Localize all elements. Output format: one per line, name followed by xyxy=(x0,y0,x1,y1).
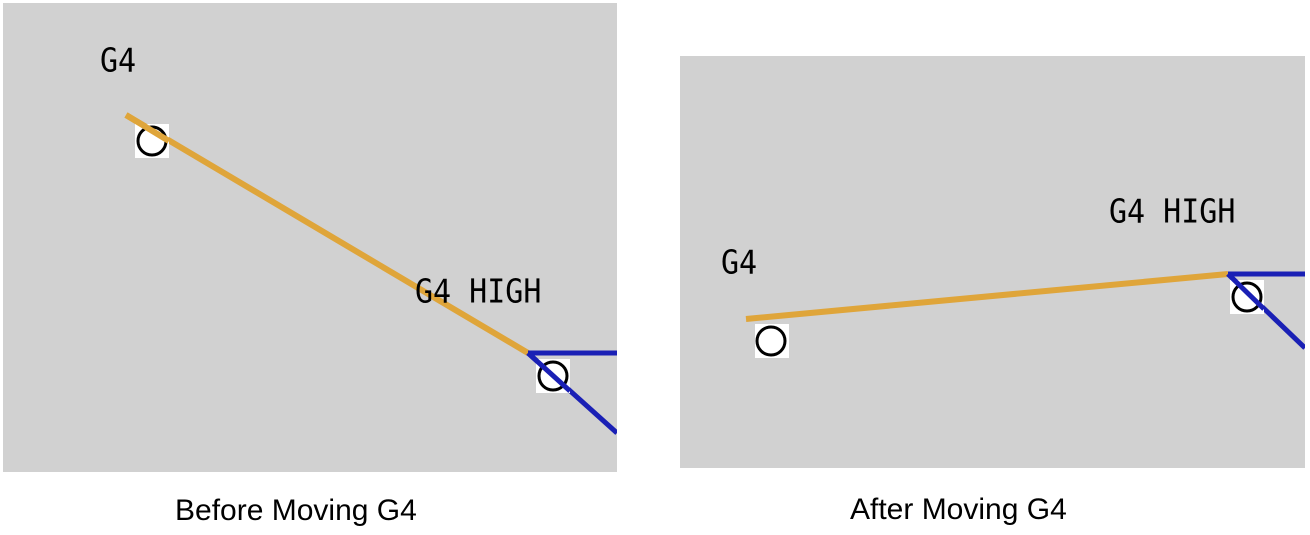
orange-segment xyxy=(124,112,530,356)
after-caption: After Moving G4 xyxy=(850,493,1067,526)
orange-segment xyxy=(745,271,1229,322)
before-diagram xyxy=(124,112,617,435)
orange-segment-overlay xyxy=(124,112,171,144)
blue-segment-overlay xyxy=(1226,272,1266,311)
after-panel: G4 G4 HIGH xyxy=(680,56,1305,468)
g4-high-point-marker[interactable] xyxy=(1230,280,1264,314)
before-panel: G4 G4 HIGH xyxy=(3,3,617,472)
before-caption: Before Moving G4 xyxy=(175,494,417,527)
g4-high-label: G4 HIGH xyxy=(1109,192,1236,232)
g4-label: G4 xyxy=(100,41,137,81)
g4-point-marker[interactable] xyxy=(755,324,789,358)
blue-segment-overlay xyxy=(526,351,572,393)
after-diagram xyxy=(745,271,1305,358)
g4-high-label: G4 HIGH xyxy=(415,272,542,312)
g4-label: G4 xyxy=(721,243,758,283)
